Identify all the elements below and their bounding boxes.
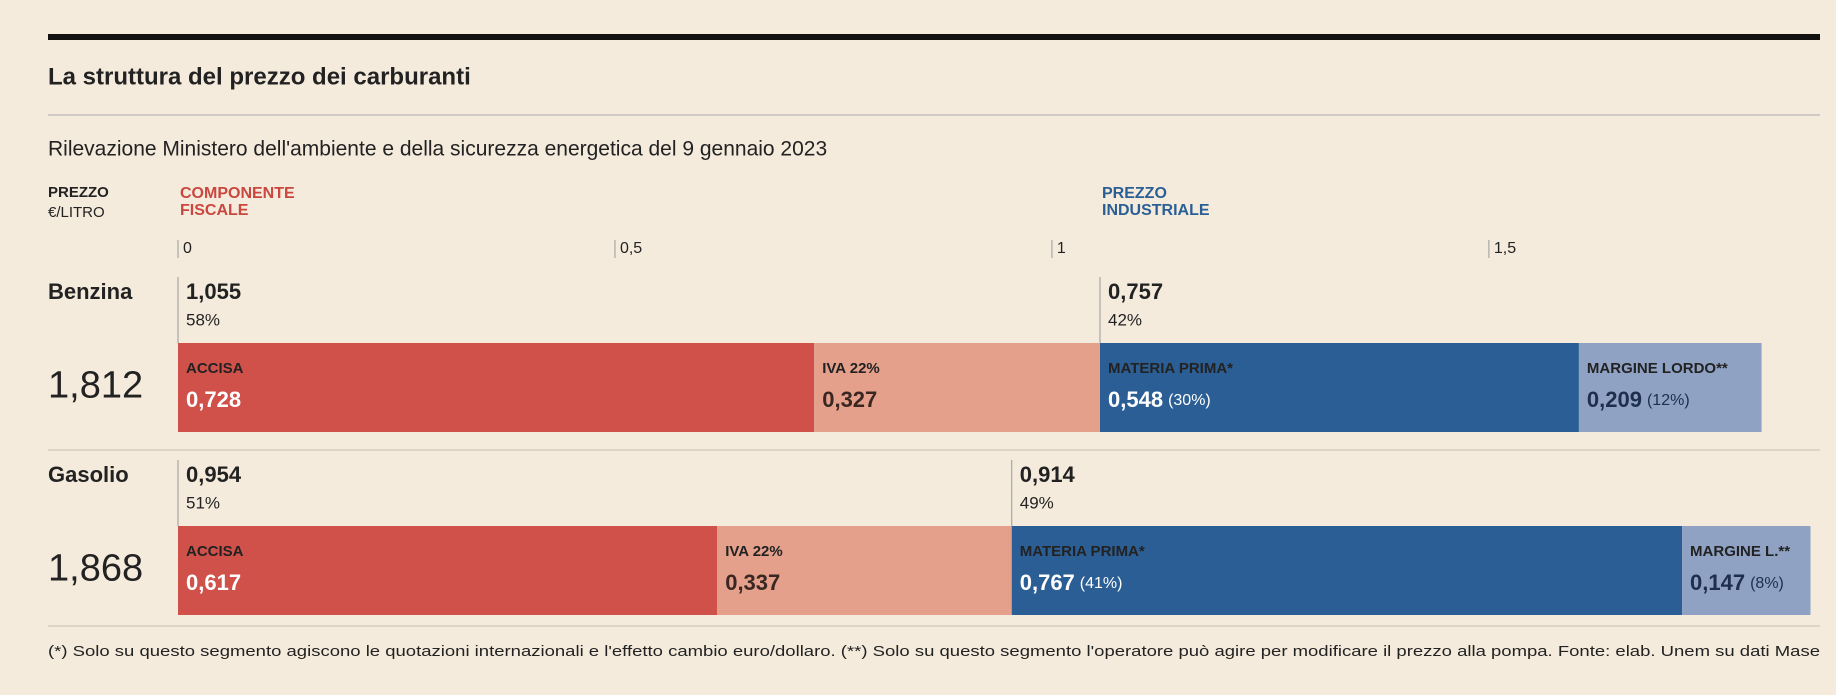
bar-segment (178, 526, 718, 615)
x-tick-label: 0,5 (620, 240, 642, 257)
subtitle: Rilevazione Ministero dell'ambiente e de… (48, 138, 827, 161)
segment-value-number: 0,617 (186, 570, 241, 595)
segment-value-number: 0,767 (1020, 570, 1075, 595)
segment-value-number: 0,147 (1690, 570, 1745, 595)
segment-value-number: 0,337 (725, 570, 780, 595)
segment-value: 0,728 (186, 387, 241, 412)
segment-name: ACCISA (186, 360, 244, 377)
segment-value-number: 0,327 (822, 387, 877, 412)
group-value: 1,055 (186, 279, 241, 304)
category-label: Benzina (48, 279, 133, 304)
group-value: 0,914 (1020, 462, 1076, 487)
total-label: 1,812 (48, 365, 143, 407)
chart-title: La struttura del prezzo dei carburanti (48, 63, 471, 90)
x-tick-label: 0 (183, 240, 192, 257)
unit-label: €/LITRO (48, 204, 105, 221)
segment-value-number: 0,728 (186, 387, 241, 412)
total-label: 1,868 (48, 548, 143, 590)
segment-value: 0,147 (8%) (1690, 570, 1784, 595)
segment-value: 0,209 (12%) (1587, 387, 1690, 412)
bar-segment (1100, 343, 1579, 432)
bar-segment (1682, 526, 1811, 615)
segment-name: MATERIA PRIMA* (1108, 360, 1233, 377)
segment-name: IVA 22% (822, 360, 880, 377)
group-header: COMPONENTE FISCALE (180, 185, 295, 219)
x-tick-label: 1 (1057, 240, 1066, 257)
bar-segment (814, 343, 1101, 432)
segment-value-number: 0,548 (1108, 387, 1163, 412)
segment-name: MARGINE L.** (1690, 543, 1790, 560)
segment-value-number: 0,209 (1587, 387, 1642, 412)
segment-name: IVA 22% (725, 543, 783, 560)
segment-value: 0,327 (822, 387, 877, 412)
group-header: PREZZO INDUSTRIALE (1102, 185, 1210, 219)
segment-name: MATERIA PRIMA* (1020, 543, 1145, 560)
segment-name: MARGINE LORDO** (1587, 360, 1728, 377)
segment-value: 0,337 (725, 570, 780, 595)
bar-segment (178, 343, 815, 432)
segment-value: 0,767 (41%) (1020, 570, 1123, 595)
group-share: 51% (186, 493, 220, 512)
segment-share: (41%) (1080, 575, 1123, 592)
group-share: 58% (186, 310, 220, 329)
bar-segment (717, 526, 1012, 615)
group-share: 42% (1108, 310, 1142, 329)
bar-segment (1578, 343, 1762, 432)
bar-segment (1011, 526, 1683, 615)
segment-share: (30%) (1168, 392, 1211, 409)
group-value: 0,954 (186, 462, 242, 487)
segment-share: (12%) (1647, 392, 1690, 409)
footnote: (*) Solo su questo segmento agiscono le … (48, 643, 1820, 660)
group-share: 49% (1020, 493, 1054, 512)
category-label: Gasolio (48, 462, 129, 487)
x-tick-label: 1,5 (1494, 240, 1516, 257)
segment-value: 0,617 (186, 570, 241, 595)
price-label: PREZZO (48, 184, 109, 201)
group-value: 0,757 (1108, 279, 1163, 304)
segment-value: 0,548 (30%) (1108, 387, 1211, 412)
top-rule (48, 34, 1820, 40)
segment-name: ACCISA (186, 543, 244, 560)
segment-share: (8%) (1750, 575, 1784, 592)
